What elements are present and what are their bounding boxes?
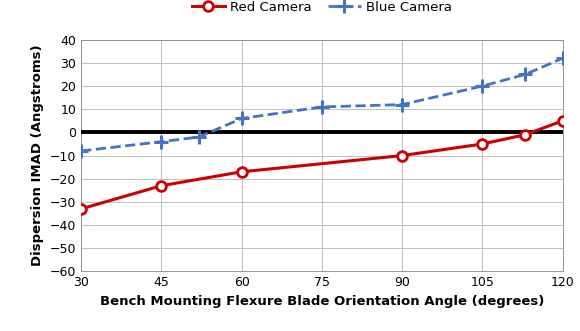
Blue Camera	[78, 149, 85, 153]
Red Camera	[238, 170, 245, 174]
Y-axis label: Dispersion IMAD (Angstroms): Dispersion IMAD (Angstroms)	[31, 45, 44, 266]
Blue Camera	[238, 117, 245, 120]
Red Camera	[521, 133, 528, 137]
Blue Camera	[318, 105, 325, 109]
Red Camera	[158, 184, 165, 188]
Red Camera	[479, 142, 486, 146]
Legend: Red Camera, Blue Camera: Red Camera, Blue Camera	[187, 0, 457, 19]
Line: Blue Camera: Blue Camera	[74, 51, 570, 158]
Blue Camera	[195, 135, 202, 139]
X-axis label: Bench Mounting Flexure Blade Orientation Angle (degrees): Bench Mounting Flexure Blade Orientation…	[100, 295, 544, 308]
Red Camera	[398, 154, 405, 158]
Line: Red Camera: Red Camera	[77, 116, 567, 214]
Blue Camera	[479, 84, 486, 88]
Blue Camera	[398, 103, 405, 107]
Red Camera	[559, 119, 566, 123]
Blue Camera	[158, 140, 165, 144]
Red Camera	[78, 207, 85, 211]
Blue Camera	[559, 56, 566, 60]
Blue Camera	[521, 72, 528, 76]
